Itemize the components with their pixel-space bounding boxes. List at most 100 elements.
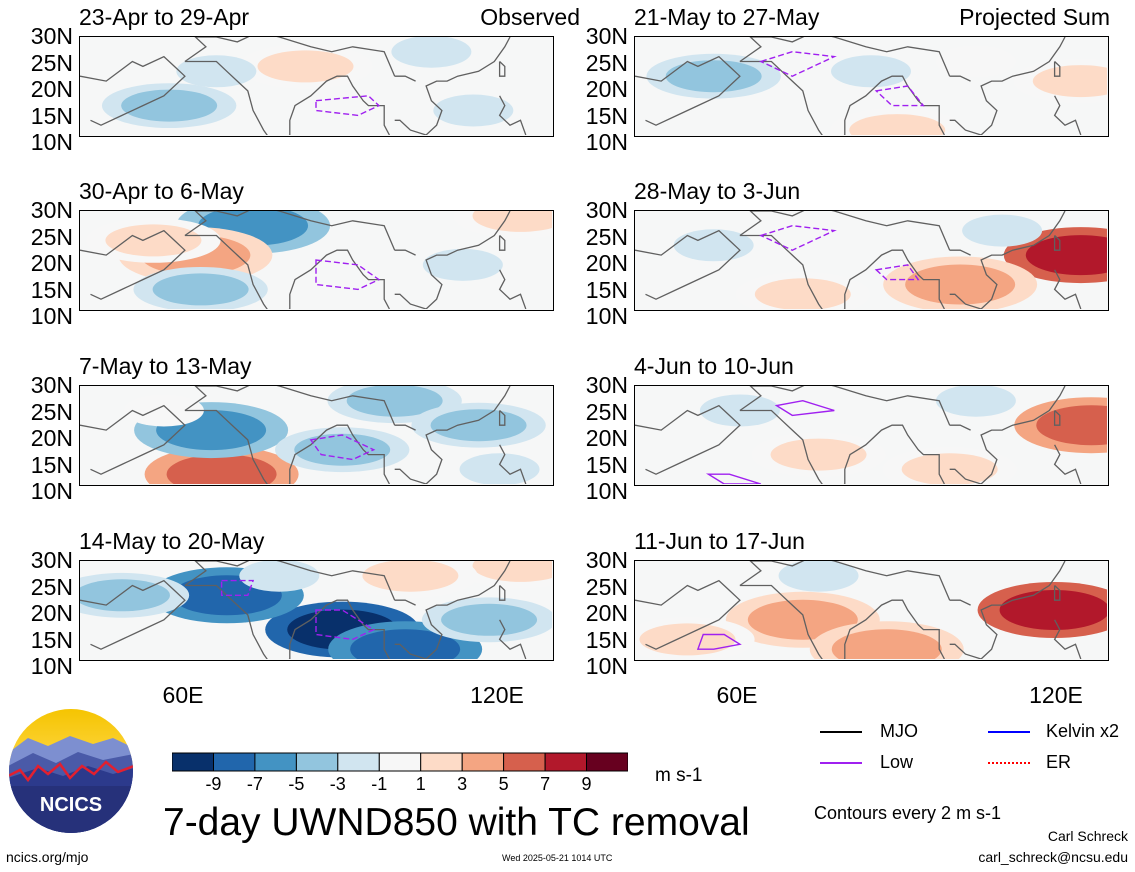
coastline — [949, 561, 1066, 659]
coastline — [80, 404, 186, 475]
y-tick-label: 10N — [30, 129, 73, 155]
coastline — [184, 234, 268, 309]
y-tick-label: 25N — [585, 223, 628, 250]
coastline — [843, 249, 945, 309]
low-contour — [758, 50, 837, 77]
colorbar — [171, 752, 629, 777]
coastline — [1053, 235, 1061, 251]
coastline — [739, 409, 823, 484]
low-contour — [774, 399, 835, 417]
map-panel — [634, 385, 1109, 486]
anomaly-blob — [935, 45, 1016, 78]
coastline — [949, 386, 1066, 484]
coastline — [635, 404, 741, 475]
low-contour — [220, 579, 255, 596]
coastline — [394, 211, 511, 309]
y-tick-label: 30N — [585, 197, 628, 223]
y-tick-label: 15N — [585, 451, 628, 478]
anomaly-blob — [80, 579, 170, 612]
coastline — [80, 229, 186, 300]
map-svg — [80, 561, 552, 659]
anomaly-blob — [459, 453, 540, 484]
coastline — [288, 249, 390, 309]
map-svg — [80, 386, 546, 484]
coastline — [184, 60, 268, 135]
y-tick-label: 15N — [30, 626, 73, 653]
map-svg — [80, 211, 552, 309]
colorbar-tick-label: 1 — [415, 774, 426, 794]
coastline — [739, 386, 951, 426]
coastline — [1053, 269, 1082, 309]
coastline — [80, 55, 186, 126]
coastline — [394, 386, 511, 484]
colorbar-tick-label: -3 — [329, 774, 346, 794]
y-tick-label: 15N — [585, 626, 628, 653]
anomaly-blob — [391, 37, 472, 68]
map-panel — [634, 210, 1109, 311]
coastline — [80, 579, 186, 650]
coastline — [498, 61, 506, 77]
panel-title: 28-May to 3-Jun — [634, 178, 801, 204]
coastline — [843, 75, 945, 135]
colorbar-swatch — [420, 752, 463, 772]
map-panel — [79, 385, 554, 486]
y-tick-label: 15N — [585, 276, 628, 303]
map-svg — [635, 561, 1107, 659]
colorbar-swatches — [171, 752, 629, 772]
anomaly-blob — [433, 94, 514, 127]
anomaly-blob — [673, 229, 754, 262]
map-svg — [635, 386, 1107, 484]
coastline — [949, 37, 1066, 135]
y-tick-label: 20N — [30, 425, 73, 451]
site-url: ncics.org/mjo — [6, 849, 89, 865]
colorbar-tick-label: 9 — [581, 774, 592, 794]
low-contour — [315, 609, 376, 641]
figure-title: 7-day UWND850 with TC removal — [163, 801, 750, 844]
legend-line-kelvin — [988, 731, 1030, 733]
colorbar-swatch — [461, 752, 505, 772]
y-tick-label: 25N — [30, 573, 73, 600]
x-tick-60e-left: 60E — [162, 682, 204, 708]
anomaly-blob — [105, 224, 202, 257]
map-panel — [79, 560, 554, 661]
legend-label-low: Low — [880, 752, 914, 772]
anomaly-blob — [905, 264, 1016, 305]
colorbar-swatch — [503, 752, 546, 772]
low-contour — [874, 264, 920, 281]
panel-title: 23-Apr to 29-Apr — [79, 4, 250, 30]
y-tick-label: 30N — [585, 372, 628, 398]
legend-label-kelvin: Kelvin x2 — [1046, 721, 1120, 741]
coastline — [184, 561, 396, 601]
coastline — [635, 229, 741, 300]
anomaly-blob — [901, 453, 998, 484]
anomaly-blob — [1032, 65, 1107, 98]
legend-line-er — [988, 762, 1030, 764]
panel-title: 14-May to 20-May — [79, 528, 265, 554]
coastline — [498, 444, 527, 484]
panel-title: 7-May to 13-May — [79, 353, 252, 379]
y-tick-label: 10N — [585, 129, 628, 155]
anomaly-blob — [123, 394, 204, 427]
coastline — [184, 386, 396, 426]
coastline — [949, 424, 971, 431]
anomaly-blob — [441, 603, 538, 636]
panel-corner-label: Projected Sum — [959, 4, 1110, 30]
anomaly-blob — [121, 89, 218, 122]
colorbar-tick-label: -5 — [288, 774, 305, 794]
coastline — [394, 599, 416, 606]
coastline — [1053, 95, 1082, 135]
anomaly-blob — [849, 114, 946, 135]
coastline — [843, 599, 945, 659]
map-panel — [634, 36, 1109, 137]
y-tick-label: 20N — [585, 76, 628, 102]
coastline — [1053, 61, 1061, 77]
y-tick-label: 20N — [30, 250, 73, 276]
coastline — [739, 561, 951, 601]
map-svg — [635, 37, 1107, 135]
coastline — [739, 37, 951, 77]
coastline — [739, 60, 823, 135]
coastline — [498, 235, 506, 251]
coastline — [949, 75, 971, 82]
y-tick-label: 25N — [585, 573, 628, 600]
y-tick-label: 10N — [30, 478, 73, 504]
